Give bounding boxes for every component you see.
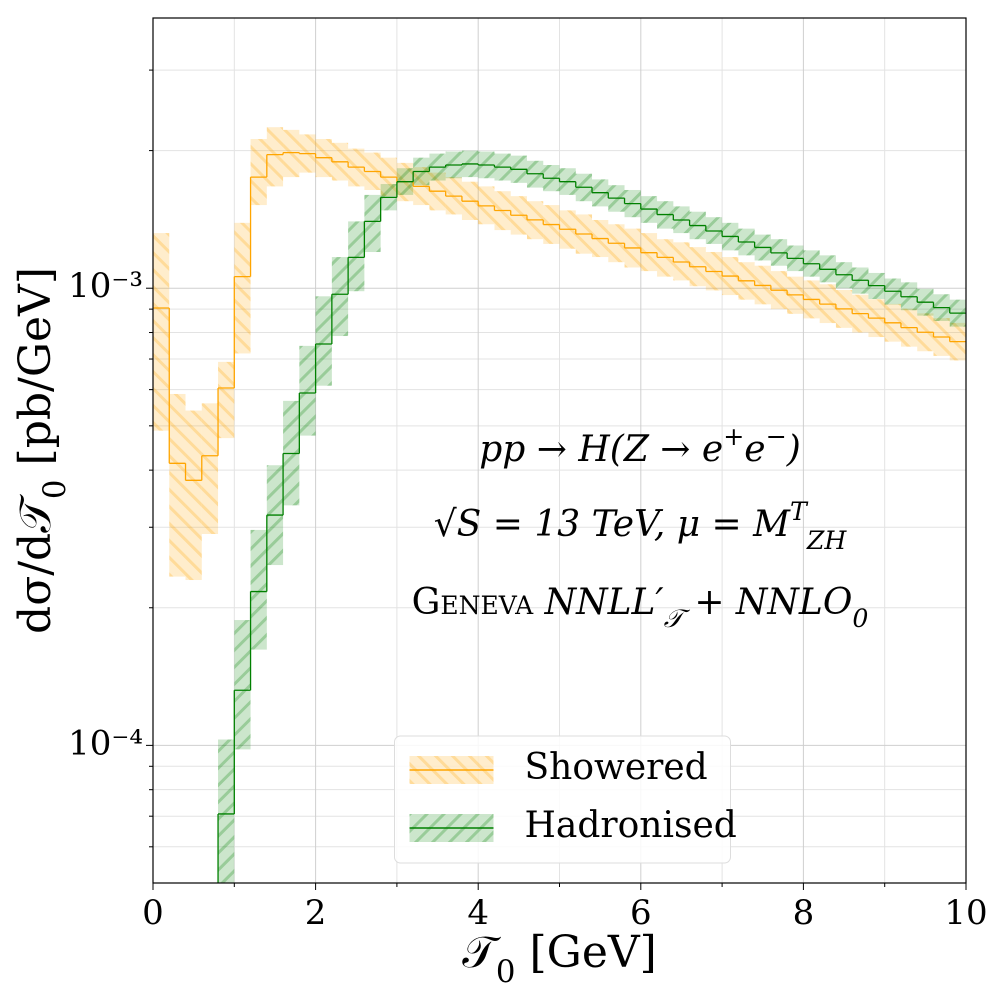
uncertainty-band xyxy=(218,361,235,439)
y-tick-label: 10⁻³ xyxy=(68,266,143,306)
uncertainty-band xyxy=(250,529,267,650)
label-part: NNLL′ xyxy=(533,582,663,623)
uncertainty-band xyxy=(185,410,202,581)
uncertainty-band xyxy=(234,222,251,354)
y-tick-label: 10⁻⁴ xyxy=(68,723,143,763)
label: Geneva NNLL′𝒯 + NNLO0 xyxy=(412,582,869,633)
label: dσ/d𝒯0 [pb/GeV] xyxy=(10,267,73,634)
label-part: 𝒯 xyxy=(462,927,501,978)
label-part: pp → H(Z → e xyxy=(479,429,723,470)
x-tick-label: 8 xyxy=(793,893,815,933)
uncertainty-band xyxy=(315,296,332,386)
uncertainty-band xyxy=(169,393,186,577)
uncertainty-band xyxy=(299,345,316,436)
label-part: T xyxy=(790,497,809,526)
label-part: ZH xyxy=(806,526,848,555)
x-tick-label: 10 xyxy=(944,893,987,933)
legend-label: Hadronised xyxy=(525,805,737,846)
plot-area xyxy=(153,127,966,883)
legend-label: Showered xyxy=(525,747,708,788)
label-part: [GeV] xyxy=(516,927,657,978)
step-connector xyxy=(217,163,951,883)
uncertainty-band xyxy=(234,620,251,750)
label-part: Geneva xyxy=(412,582,534,623)
x-tick-label: 6 xyxy=(630,893,652,933)
uncertainty-band xyxy=(201,403,219,534)
label-part: √S = 13 TeV, μ = M xyxy=(434,504,791,545)
uncertainty-band xyxy=(250,139,267,206)
label-part: e xyxy=(744,429,765,470)
uncertainty-band xyxy=(283,129,300,178)
label: √S = 13 TeV, μ = MTZH xyxy=(434,497,848,555)
label-part: 0 xyxy=(37,479,73,499)
label-part: 0 xyxy=(496,954,516,990)
label-part: dσ/d𝒯 xyxy=(10,494,61,634)
x-tick-label: 2 xyxy=(305,893,327,933)
label-part: ) xyxy=(786,429,801,470)
label-part: [pb/GeV] xyxy=(10,267,61,479)
x-tick-label: 0 xyxy=(142,893,164,933)
step-connector xyxy=(168,152,951,481)
uncertainty-band xyxy=(218,739,235,883)
label-part: + xyxy=(723,422,744,451)
label-part: − xyxy=(766,422,787,451)
label: pp → H(Z → e+e−) xyxy=(479,422,801,471)
uncertainty-band xyxy=(331,257,349,337)
uncertainty-band xyxy=(348,221,365,292)
uncertainty-band xyxy=(266,127,284,187)
uncertainty-band xyxy=(364,194,381,253)
label-part: 0 xyxy=(852,604,868,633)
x-tick-label: 4 xyxy=(467,893,489,933)
label: 𝒯0 [GeV] xyxy=(462,927,657,990)
label-part: + NNLO xyxy=(683,582,852,623)
uncertainty-band xyxy=(153,233,170,431)
